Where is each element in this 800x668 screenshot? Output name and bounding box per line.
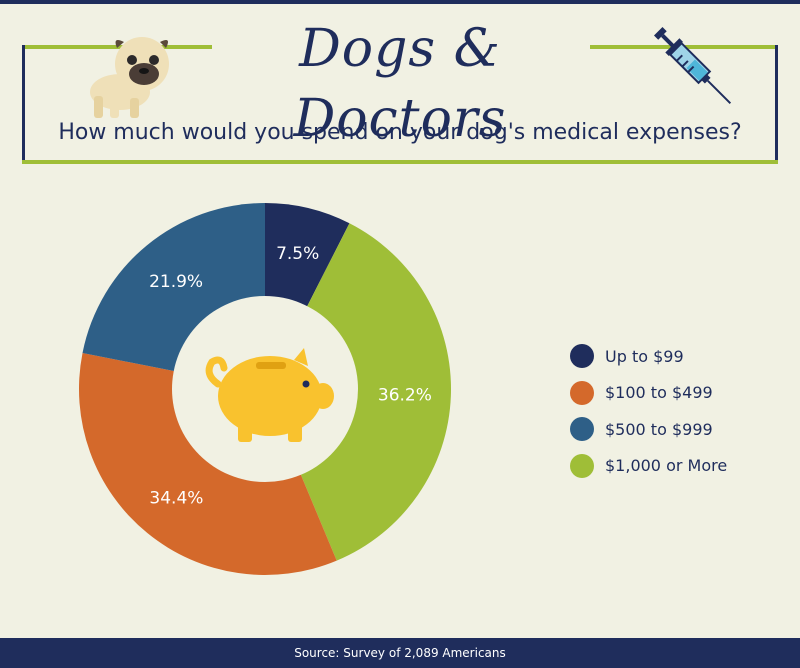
piggy-bank-icon: [205, 348, 334, 442]
page-subtitle: How much would you spend on your dog's m…: [58, 120, 742, 145]
page-title: Dogs & Doctors: [293, 19, 507, 149]
legend-item: $1,000 or More: [570, 448, 727, 485]
slice-label: 21.9%: [149, 272, 203, 292]
pug-dog-icon: [90, 37, 169, 118]
legend-swatch: [570, 380, 594, 405]
header-left-rule: [22, 45, 25, 163]
legend-item: $100 to $499: [570, 375, 727, 412]
header-bottom-rule: [22, 160, 778, 164]
pie-slice: [265, 223, 451, 561]
slice-label: 7.5%: [276, 244, 319, 264]
source-footer: Source: Survey of 2,089 Americans: [0, 638, 800, 668]
legend-swatch: [570, 344, 594, 369]
legend-label: $500 to $999: [605, 419, 713, 439]
top-border: [0, 0, 800, 4]
legend-label: Up to $99: [605, 346, 684, 366]
header-right-rule: [775, 45, 778, 163]
legend-label: $1,000 or More: [605, 456, 728, 476]
syringe-icon: [653, 26, 732, 105]
legend-item: $500 to $999: [570, 411, 727, 448]
chart-legend: Up to $99 $100 to $499 $500 to $999 $1,0…: [570, 338, 727, 484]
legend-label: $100 to $499: [605, 383, 713, 403]
donut-chart: 7.5% 36.2% 34.4% 21.9%: [78, 203, 451, 575]
legend-swatch: [570, 417, 594, 442]
slice-label: 34.4%: [149, 488, 203, 508]
legend-item: Up to $99: [570, 338, 727, 375]
slice-label: 36.2%: [378, 385, 432, 405]
legend-swatch: [570, 453, 594, 478]
